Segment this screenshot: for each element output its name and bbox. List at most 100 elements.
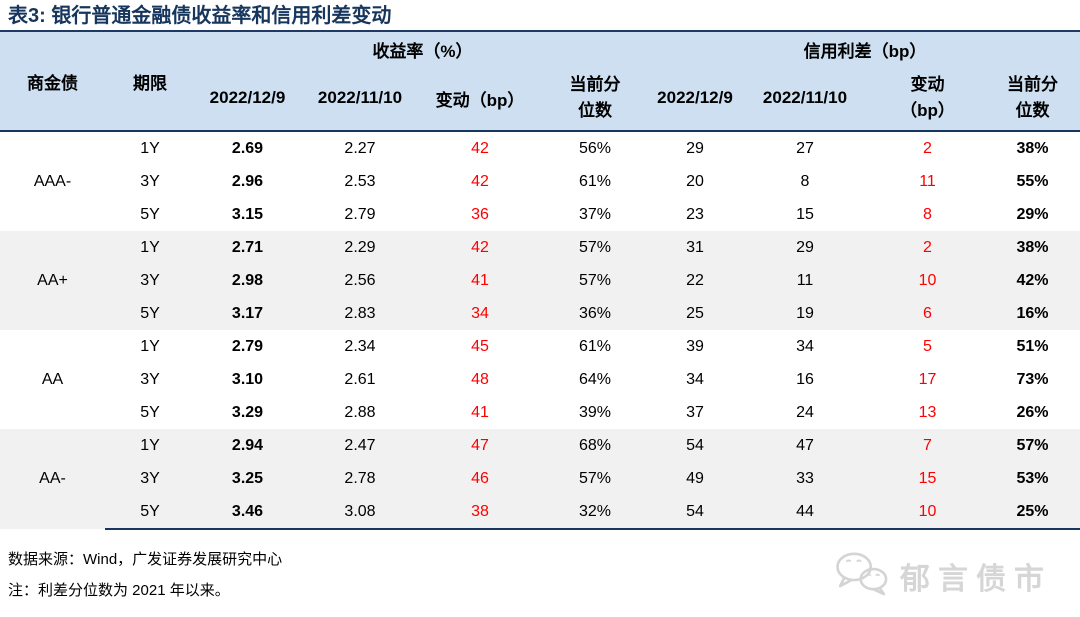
yield-current-cell: 2.94 (195, 429, 300, 462)
spread-prev-cell: 33 (740, 462, 870, 495)
header-yield-percentile: 当前分 位数 (540, 66, 650, 132)
spread-prev-cell: 44 (740, 495, 870, 530)
spread-current-cell: 20 (686, 172, 704, 190)
yield-current-cell: 2.96 (231, 172, 264, 190)
yield-current-cell: 3.10 (231, 370, 264, 388)
term-cell: 3Y (105, 462, 195, 495)
spread-change-cell: 13 (918, 403, 937, 421)
spread-change-cell: 7 (870, 429, 985, 462)
table-row: 5Y 3.46 3.08 38 32% 54 44 10 25% (0, 495, 1080, 530)
spread-current-cell: 34 (686, 370, 704, 388)
table-row: 3Y 3.10 2.61 48 64% 34 16 17 73% (0, 363, 1080, 396)
header-spread-date2: 2022/11/10 (740, 66, 870, 132)
yield-prev-cell: 2.53 (344, 172, 376, 190)
table-body: AAA- 1Y 2.69 2.27 42 56% 29 27 2 38% 3Y … (0, 131, 1080, 530)
yield-prev-cell: 2.78 (300, 462, 420, 495)
term-cell: 3Y (140, 172, 160, 190)
yield-prev-cell: 3.08 (300, 495, 420, 530)
spread-percentile-cell: 42% (985, 264, 1080, 297)
header-spread-percentile: 当前分 位数 (985, 66, 1080, 132)
spread-current-cell: 31 (650, 231, 740, 264)
yield-percentile-cell: 61% (578, 172, 612, 190)
table-row: 5Y 3.17 2.83 34 36% 25 19 6 16% (0, 297, 1080, 330)
yield-prev-cell: 2.61 (344, 370, 376, 388)
yield-change-cell: 45 (471, 337, 489, 355)
yield-current-cell: 3.46 (195, 495, 300, 530)
spread-current-cell: 49 (650, 462, 740, 495)
spread-change-cell: 6 (870, 297, 985, 330)
spread-percentile-cell: 51% (1016, 337, 1049, 355)
spread-current-cell: 54 (650, 495, 740, 530)
yield-percentile-cell: 56% (578, 139, 612, 157)
table-row: 3Y 3.25 2.78 46 57% 49 33 15 53% (0, 462, 1080, 495)
yield-change-cell: 46 (420, 462, 540, 495)
spread-current-cell: 39 (686, 337, 704, 355)
yield-current-cell: 3.15 (231, 205, 264, 223)
spread-prev-cell: 8 (800, 172, 810, 190)
bond-yield-spread-table: 商金债 期限 收益率（%） 信用利差（bp） 2022/12/9 2022/11… (0, 32, 1080, 530)
yield-current-cell: 3.29 (231, 403, 264, 421)
spread-percentile-cell: 16% (985, 297, 1080, 330)
term-cell: 5Y (140, 205, 160, 223)
yield-percentile-cell: 36% (540, 297, 650, 330)
yield-prev-cell: 2.79 (344, 205, 376, 223)
spread-current-cell: 37 (686, 403, 704, 421)
spread-change-cell: 8 (923, 205, 932, 223)
spread-percentile-cell: 38% (985, 231, 1080, 264)
yield-percentile-cell: 37% (578, 205, 612, 223)
spread-change-cell: 11 (919, 172, 936, 190)
spread-prev-cell: 47 (740, 429, 870, 462)
spread-percentile-cell: 73% (1016, 370, 1049, 388)
wechat-icon (834, 550, 890, 601)
table-row: AAA- 1Y 2.69 2.27 42 56% 29 27 2 38% (0, 131, 1080, 190)
term-cell: 5Y (105, 495, 195, 530)
table-row: AA 1Y 2.79 2.34 45 61% 39 34 5 51% (0, 330, 1080, 388)
header-yield-date1: 2022/12/9 (195, 66, 300, 132)
rating-cell: AA- (0, 429, 105, 529)
group-header-spread: 信用利差（bp） (650, 32, 1080, 66)
header-spread-change-line2: （bp） (900, 101, 955, 120)
header-spread-date1: 2022/12/9 (650, 66, 740, 132)
header-spread-change: 变动 （bp） (870, 66, 985, 132)
spread-change-cell: 15 (870, 462, 985, 495)
spread-prev-cell: 16 (796, 370, 814, 388)
yield-change-cell: 42 (471, 139, 489, 157)
header-spread-change-line1: 变动 (910, 74, 945, 94)
header-yield-date2: 2022/11/10 (300, 66, 420, 132)
yield-change-cell: 41 (471, 403, 489, 421)
yield-change-cell: 42 (420, 231, 540, 264)
yield-change-cell: 41 (420, 264, 540, 297)
spread-prev-cell: 19 (740, 297, 870, 330)
term-cell: 5Y (105, 297, 195, 330)
spread-percentile-cell: 55% (1016, 172, 1049, 190)
yield-change-cell: 42 (471, 172, 489, 190)
table-row: 3Y 2.96 2.53 42 61% 20 8 11 55% (0, 165, 1080, 198)
spread-prev-cell: 27 (796, 139, 814, 157)
yield-change-cell: 34 (420, 297, 540, 330)
term-cell: 1Y (140, 139, 160, 157)
term-cell: 1Y (105, 429, 195, 462)
yield-percentile-cell: 57% (540, 462, 650, 495)
yield-percentile-cell: 64% (578, 370, 612, 388)
yield-percentile-cell: 57% (540, 264, 650, 297)
spread-percentile-cell: 26% (1016, 403, 1049, 421)
header-yield-change: 变动（bp） (420, 66, 540, 132)
spread-change-cell: 10 (870, 495, 985, 530)
yield-change-cell: 38 (420, 495, 540, 530)
term-cell: 1Y (105, 231, 195, 264)
header-spread-percentile-line1: 当前分 (1007, 74, 1059, 94)
yield-percentile-cell: 61% (578, 337, 612, 355)
table-footer: 数据来源：Wind，广发证券发展研究中心 注：利差分位数为 2021 年以来。 (0, 530, 1080, 606)
yield-percentile-cell: 39% (578, 403, 612, 421)
yield-current-cell: 2.98 (195, 264, 300, 297)
term-cell: 5Y (140, 403, 160, 421)
spread-change-cell: 2 (923, 139, 932, 157)
term-cell: 3Y (105, 264, 195, 297)
spread-current-cell: 54 (650, 429, 740, 462)
header-yield-percentile-line1: 当前分 (569, 74, 621, 94)
yield-change-cell: 47 (420, 429, 540, 462)
yield-prev-cell: 2.56 (300, 264, 420, 297)
spread-percentile-cell: 38% (1016, 139, 1049, 157)
yield-prev-cell: 2.34 (344, 337, 376, 355)
